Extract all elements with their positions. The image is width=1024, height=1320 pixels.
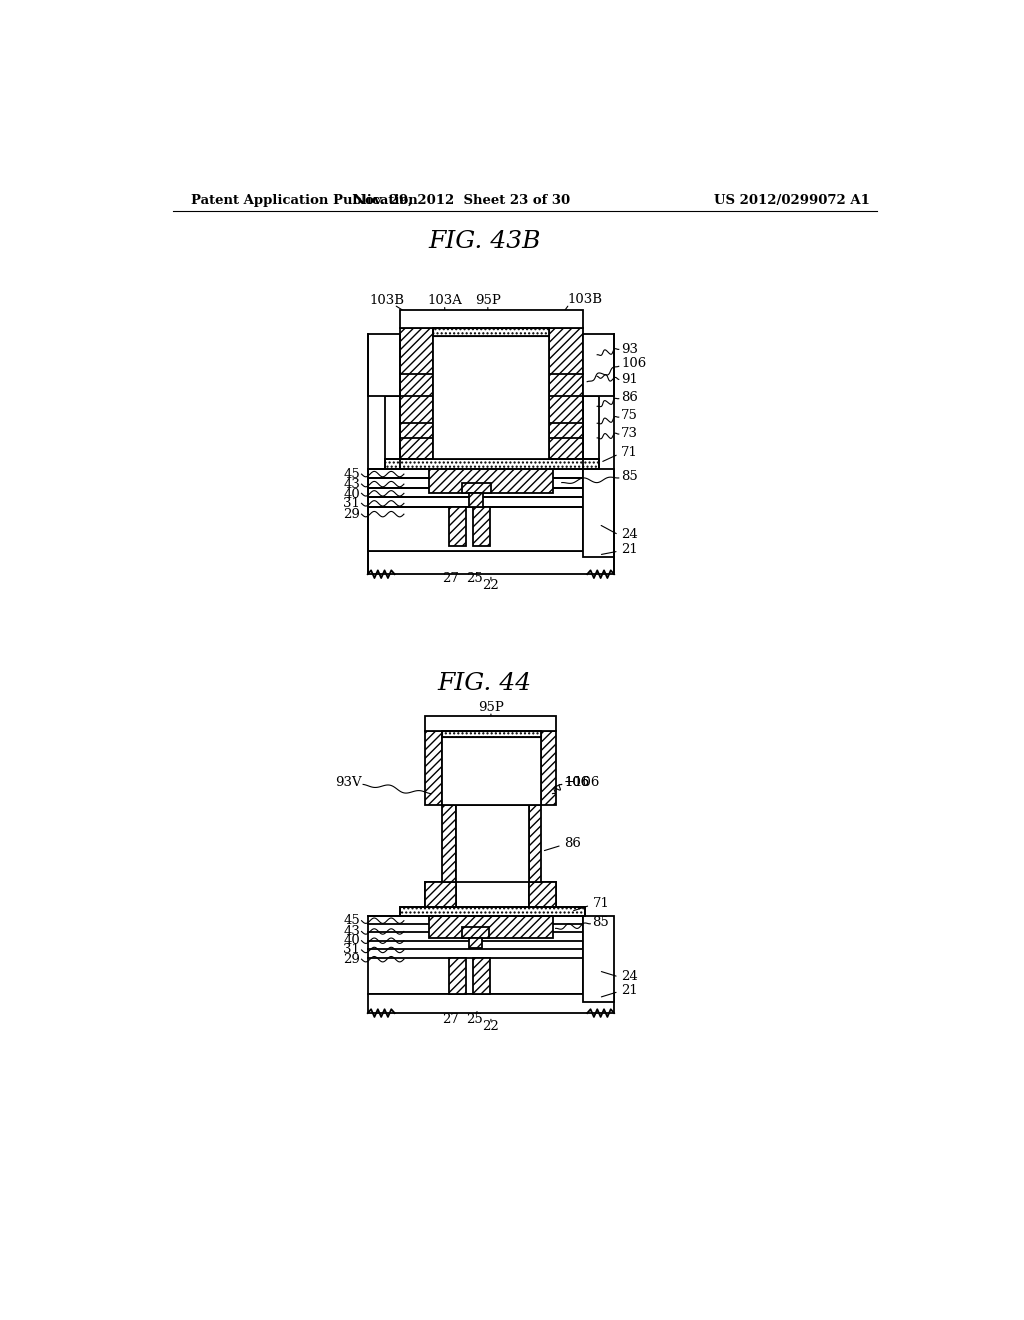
Text: 85: 85	[621, 470, 638, 483]
Bar	[529, 805, 541, 882]
Text: 29: 29	[343, 953, 360, 966]
Bar	[469, 494, 483, 507]
Text: 25: 25	[466, 572, 483, 585]
Text: 103A: 103A	[427, 293, 462, 306]
Bar	[368, 470, 584, 552]
Text: 40: 40	[343, 487, 360, 500]
Bar	[541, 730, 556, 805]
Bar	[473, 958, 490, 994]
Text: US 2012/0299072 A1: US 2012/0299072 A1	[714, 194, 869, 207]
Text: 27: 27	[442, 1012, 460, 1026]
Bar	[433, 327, 549, 335]
Bar	[425, 882, 456, 907]
Bar	[473, 507, 490, 545]
Text: 40: 40	[343, 935, 360, 948]
Bar	[442, 730, 541, 738]
Text: 103B: 103B	[370, 294, 404, 308]
Text: 106: 106	[564, 776, 590, 788]
Bar	[433, 327, 549, 335]
Text: 103B: 103B	[567, 293, 602, 306]
Text: FIG. 43B: FIG. 43B	[428, 230, 541, 253]
Bar	[368, 994, 614, 1014]
Text: 45: 45	[343, 915, 360, 927]
Bar	[549, 327, 584, 459]
Text: 31: 31	[343, 944, 360, 957]
Bar	[442, 738, 541, 805]
Bar	[400, 907, 585, 916]
Bar	[462, 927, 489, 937]
Bar	[529, 882, 556, 907]
Text: 86: 86	[564, 837, 581, 850]
Bar	[449, 958, 466, 994]
Text: 43: 43	[343, 478, 360, 491]
Text: 93V: 93V	[335, 776, 361, 788]
Text: 73: 73	[621, 426, 638, 440]
Text: 21: 21	[621, 983, 638, 997]
Bar	[425, 715, 556, 730]
Text: 95P: 95P	[478, 701, 504, 714]
Bar	[368, 507, 584, 552]
Bar	[469, 937, 481, 948]
Bar	[529, 882, 556, 907]
Bar	[429, 470, 553, 494]
Text: 27: 27	[442, 572, 460, 585]
Text: 71: 71	[593, 898, 609, 911]
Text: 106: 106	[564, 776, 590, 788]
Text: 86: 86	[621, 391, 638, 404]
Bar	[462, 483, 490, 494]
Text: −106: −106	[564, 776, 600, 788]
Text: 71: 71	[621, 446, 638, 459]
Text: 43: 43	[343, 925, 360, 939]
Bar	[400, 327, 433, 459]
Bar	[385, 459, 599, 470]
Text: 85: 85	[593, 916, 609, 929]
Bar	[456, 805, 529, 882]
Text: 22: 22	[482, 1020, 500, 1034]
Bar	[368, 334, 400, 396]
Text: 31: 31	[343, 496, 360, 510]
Bar	[425, 730, 442, 805]
Bar	[400, 907, 585, 916]
Text: FIG. 44: FIG. 44	[437, 672, 531, 696]
Bar	[433, 335, 549, 459]
Bar	[584, 396, 599, 459]
Text: 106: 106	[621, 358, 646, 371]
Bar	[425, 882, 456, 907]
Bar	[584, 334, 614, 396]
Text: 25: 25	[466, 1012, 483, 1026]
Text: 29: 29	[343, 508, 360, 520]
Text: Patent Application Publication: Patent Application Publication	[190, 194, 418, 207]
Bar	[449, 507, 466, 545]
Text: 95P: 95P	[475, 293, 501, 306]
Bar	[385, 459, 599, 470]
Bar	[442, 730, 541, 738]
Text: 24: 24	[621, 970, 638, 982]
Text: 24: 24	[621, 528, 638, 541]
Bar	[584, 916, 614, 1002]
Bar	[368, 916, 584, 994]
Bar	[584, 470, 614, 557]
Text: 45: 45	[343, 467, 360, 480]
Text: 22: 22	[482, 579, 500, 593]
Text: 91: 91	[621, 372, 638, 385]
Bar	[429, 916, 553, 937]
Bar	[385, 396, 400, 459]
Text: Nov. 29, 2012  Sheet 23 of 30: Nov. 29, 2012 Sheet 23 of 30	[353, 194, 570, 207]
Bar	[442, 805, 456, 882]
Text: 93: 93	[621, 343, 638, 356]
Bar	[400, 310, 584, 327]
Text: 75: 75	[621, 409, 638, 422]
Bar	[368, 552, 614, 574]
Text: 21: 21	[621, 543, 638, 556]
